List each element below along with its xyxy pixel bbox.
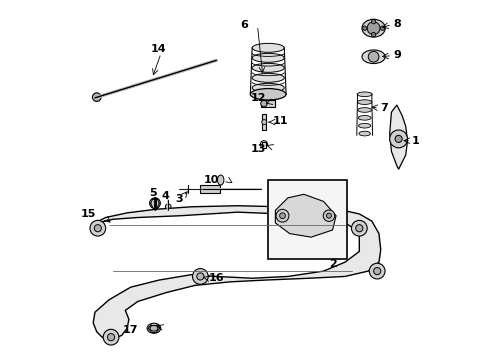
- Ellipse shape: [150, 325, 158, 331]
- Polygon shape: [92, 206, 381, 339]
- Ellipse shape: [358, 108, 371, 112]
- Ellipse shape: [358, 100, 372, 104]
- Text: 2: 2: [329, 259, 337, 269]
- Bar: [268, 180, 347, 258]
- Ellipse shape: [359, 123, 371, 128]
- Circle shape: [197, 273, 204, 280]
- Polygon shape: [275, 194, 336, 237]
- Ellipse shape: [252, 63, 284, 72]
- Ellipse shape: [250, 89, 286, 100]
- Text: 12: 12: [250, 93, 266, 103]
- Circle shape: [368, 51, 379, 62]
- Circle shape: [276, 209, 289, 222]
- Text: 17: 17: [122, 325, 138, 335]
- Circle shape: [93, 93, 101, 102]
- Bar: [200, 185, 220, 193]
- Ellipse shape: [362, 50, 385, 64]
- Text: 5: 5: [149, 188, 157, 198]
- Circle shape: [380, 26, 385, 30]
- Ellipse shape: [358, 116, 371, 120]
- Circle shape: [395, 135, 402, 143]
- Circle shape: [165, 204, 171, 210]
- Ellipse shape: [252, 73, 284, 82]
- Text: 4: 4: [162, 191, 170, 201]
- Text: 3: 3: [175, 194, 183, 203]
- Circle shape: [369, 263, 385, 279]
- Circle shape: [260, 141, 268, 148]
- Bar: [262, 143, 267, 148]
- Text: 13: 13: [250, 144, 266, 154]
- Circle shape: [103, 329, 119, 345]
- Circle shape: [280, 213, 285, 219]
- Text: 1: 1: [412, 136, 420, 146]
- Circle shape: [107, 334, 115, 341]
- Text: 10: 10: [204, 175, 220, 185]
- Text: 15: 15: [81, 209, 96, 219]
- Text: 8: 8: [393, 18, 401, 28]
- Ellipse shape: [357, 92, 372, 96]
- Circle shape: [363, 26, 367, 30]
- Ellipse shape: [359, 131, 370, 136]
- Ellipse shape: [218, 175, 224, 185]
- Text: 11: 11: [273, 116, 288, 126]
- Circle shape: [373, 267, 381, 275]
- Ellipse shape: [252, 84, 284, 92]
- Circle shape: [390, 130, 408, 148]
- Ellipse shape: [147, 323, 161, 333]
- Circle shape: [356, 225, 363, 232]
- Circle shape: [90, 220, 106, 236]
- Ellipse shape: [252, 53, 284, 62]
- Circle shape: [351, 220, 367, 236]
- Circle shape: [261, 100, 267, 107]
- Text: 16: 16: [209, 273, 224, 283]
- Text: 6: 6: [240, 19, 248, 30]
- Text: 7: 7: [380, 103, 388, 113]
- Circle shape: [371, 32, 376, 37]
- Circle shape: [326, 213, 331, 218]
- Bar: [261, 100, 275, 108]
- Text: 9: 9: [393, 50, 401, 60]
- Circle shape: [367, 22, 380, 35]
- Circle shape: [94, 225, 101, 232]
- Bar: [262, 114, 267, 130]
- Circle shape: [149, 198, 160, 208]
- Circle shape: [193, 269, 208, 284]
- Circle shape: [371, 19, 376, 24]
- Ellipse shape: [252, 43, 284, 52]
- Circle shape: [262, 120, 267, 125]
- Text: 14: 14: [151, 44, 167, 54]
- Circle shape: [323, 210, 335, 221]
- Ellipse shape: [362, 19, 385, 37]
- Polygon shape: [390, 105, 408, 169]
